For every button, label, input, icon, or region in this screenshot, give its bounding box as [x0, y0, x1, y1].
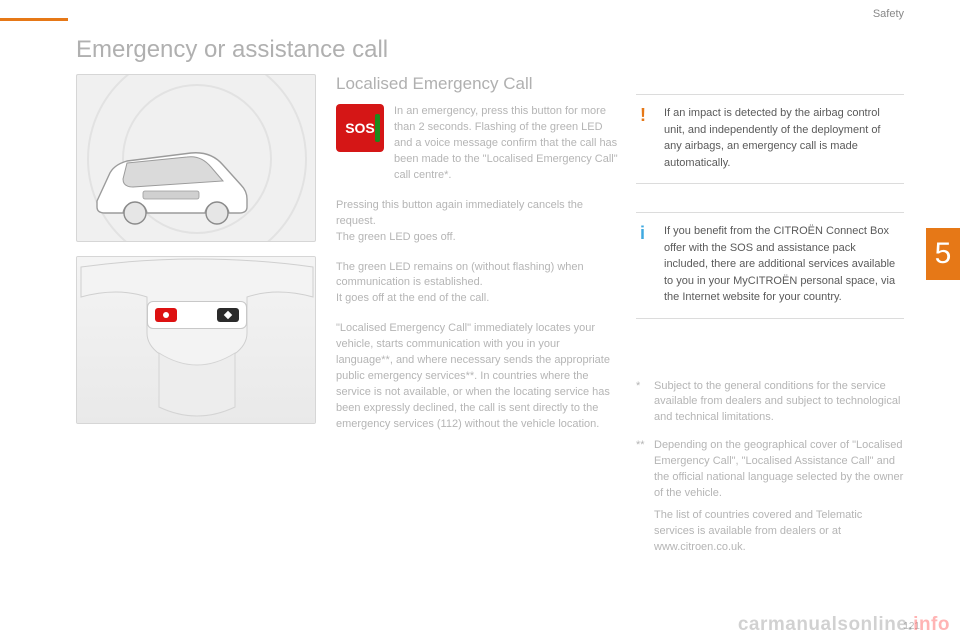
- paragraph-service-description: "Localised Emergency Call" immediately l…: [336, 321, 618, 433]
- footnote-marker: *: [636, 379, 648, 427]
- footnote-marker: **: [636, 438, 648, 556]
- footnote-text: Subject to the general conditions for th…: [654, 379, 904, 427]
- watermark-a: carmanualsonline.: [738, 614, 913, 635]
- footnote-text: Depending on the geographical cover of "…: [654, 438, 904, 502]
- watermark: carmanualsonline.info: [738, 614, 950, 636]
- footnote-1: * Subject to the general conditions for …: [636, 379, 904, 427]
- text-line: The green LED remains on (without flashi…: [336, 260, 618, 292]
- sos-led-icon: [375, 114, 380, 142]
- footnote-text: The list of countries covered and Telema…: [654, 508, 904, 556]
- vehicle-icon: [83, 131, 263, 231]
- callout-info: i If you benefit from the CITROËN Connec…: [636, 212, 904, 319]
- page: Safety 5 Emergency or assistance call: [0, 0, 960, 640]
- paragraph-cancel: Pressing this button again immediately c…: [336, 198, 618, 246]
- illustration-overhead-console: [76, 256, 316, 424]
- callout-warning: ! If an impact is detected by the airbag…: [636, 94, 904, 184]
- console-outline-icon: [77, 257, 316, 424]
- paragraph-led: The green LED remains on (without flashi…: [336, 260, 618, 308]
- sos-icon-label: SOS: [345, 120, 375, 136]
- text-line: The green LED goes off.: [336, 230, 618, 246]
- callout-warning-text: If an impact is detected by the airbag c…: [664, 105, 898, 171]
- body-column: Localised Emergency Call SOS In an emerg…: [336, 74, 618, 433]
- text-line: Pressing this button again immediately c…: [336, 198, 618, 230]
- warning-icon: !: [640, 105, 646, 126]
- sos-icon: SOS: [336, 104, 384, 152]
- footnotes: * Subject to the general conditions for …: [636, 379, 904, 556]
- chapter-number-badge: 5: [926, 228, 960, 280]
- watermark-b: info: [913, 614, 950, 635]
- page-title: Emergency or assistance call: [76, 36, 388, 64]
- section-subheading: Localised Emergency Call: [336, 74, 618, 94]
- sos-glyph-icon: [161, 310, 171, 320]
- intro-paragraph: In an emergency, press this button for m…: [394, 104, 618, 184]
- sos-button-mini: [155, 308, 177, 322]
- footnote-text-wrap: Depending on the geographical cover of "…: [654, 438, 904, 556]
- sos-intro-row: SOS In an emergency, press this button f…: [336, 104, 618, 184]
- illustration-vehicle-signal: [76, 74, 316, 242]
- assist-glyph-icon: [223, 310, 233, 320]
- callout-info-text: If you benefit from the CITROËN Connect …: [664, 223, 898, 306]
- info-icon: i: [640, 223, 645, 244]
- footnote-2: ** Depending on the geographical cover o…: [636, 438, 904, 556]
- text-line: It goes off at the end of the call.: [336, 291, 618, 307]
- accent-bar: [0, 18, 68, 21]
- header-category: Safety: [873, 8, 904, 20]
- assistance-button-mini: [217, 308, 239, 322]
- illustration-column: [76, 74, 316, 438]
- aside-column: ! If an impact is detected by the airbag…: [636, 94, 904, 568]
